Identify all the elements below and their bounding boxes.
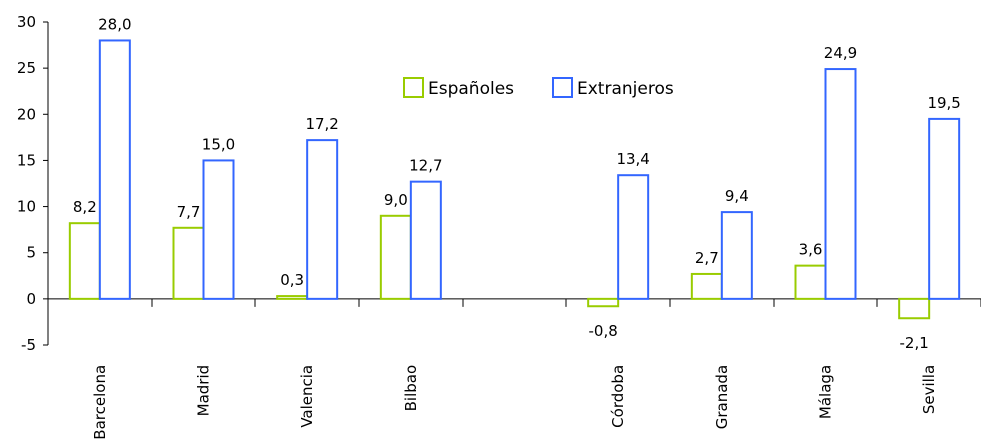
category-label: Madrid <box>195 365 213 417</box>
category-label: Málaga <box>817 365 835 419</box>
chart-data-labels: 8,2 28,0 7,7 15,0 0,3 17,2 9,012,7 -0,8 13,4 2,7 9… <box>73 15 961 352</box>
category-label: Granada <box>713 365 731 429</box>
y-tick-label: 15 <box>17 151 36 169</box>
legend-swatch <box>403 77 424 98</box>
data-label: 12,7 <box>409 157 442 175</box>
category-label: Barcelona <box>91 365 109 440</box>
data-label: 8,2 <box>73 198 97 216</box>
data-label: 9,4 <box>725 187 749 205</box>
legend-swatch <box>552 77 573 98</box>
bar-extranjeros <box>202 159 235 300</box>
y-tick-label: 20 <box>17 105 36 123</box>
data-label: 24,9 <box>824 44 857 62</box>
data-label: 15,0 <box>202 135 235 153</box>
bar-extranjeros <box>720 211 753 300</box>
y-tick-label: 0 <box>26 290 36 308</box>
category-label: Córdoba <box>609 365 627 428</box>
bar-espanoles <box>690 272 723 300</box>
bar-extranjeros <box>824 68 857 300</box>
chart-category-labels: Barcelona Madrid Valencia Bilbao Córdoba Gran… <box>91 365 938 440</box>
bar-espanoles <box>587 297 620 308</box>
y-tick-label: 10 <box>17 198 36 216</box>
category-label: Bilbao <box>402 365 420 412</box>
chart-axes: -5 0 5 10 15 20 25 30 <box>17 13 981 354</box>
data-label: 0,3 <box>280 271 304 289</box>
y-tick-label: -5 <box>21 336 36 354</box>
bar-extranjeros <box>98 39 131 300</box>
data-label: -0,8 <box>589 322 618 340</box>
category-label: Sevilla <box>920 365 938 414</box>
data-label: 13,4 <box>616 150 649 168</box>
data-label: 7,7 <box>177 203 201 221</box>
y-tick-label: 5 <box>26 244 36 262</box>
legend-label: Extranjeros <box>577 79 674 99</box>
chart-legend: Españoles Extranjeros <box>403 77 674 99</box>
data-label: 28,0 <box>98 15 131 33</box>
chart-bars <box>68 39 961 320</box>
data-label: 19,5 <box>927 94 960 112</box>
data-label: 3,6 <box>799 241 823 259</box>
data-label: 2,7 <box>695 249 719 267</box>
bar-espanoles <box>379 214 412 300</box>
bar-extranjeros <box>928 117 961 300</box>
y-tick-label: 25 <box>17 59 36 77</box>
bar-espanoles <box>68 222 101 300</box>
bar-extranjeros <box>617 174 650 300</box>
y-tick-label: 30 <box>17 13 36 31</box>
bar-extranjeros <box>409 180 442 300</box>
bar-extranjeros <box>306 139 339 300</box>
bar-espanoles <box>172 226 205 300</box>
bar-espanoles <box>794 264 827 300</box>
legend-label: Españoles <box>428 79 514 99</box>
data-label: 17,2 <box>305 115 338 133</box>
data-label: 9,0 <box>384 191 408 209</box>
data-label: -2,1 <box>900 334 929 352</box>
bar-espanoles <box>276 295 309 300</box>
category-label: Valencia <box>298 365 316 428</box>
bar-espanoles <box>898 297 931 320</box>
